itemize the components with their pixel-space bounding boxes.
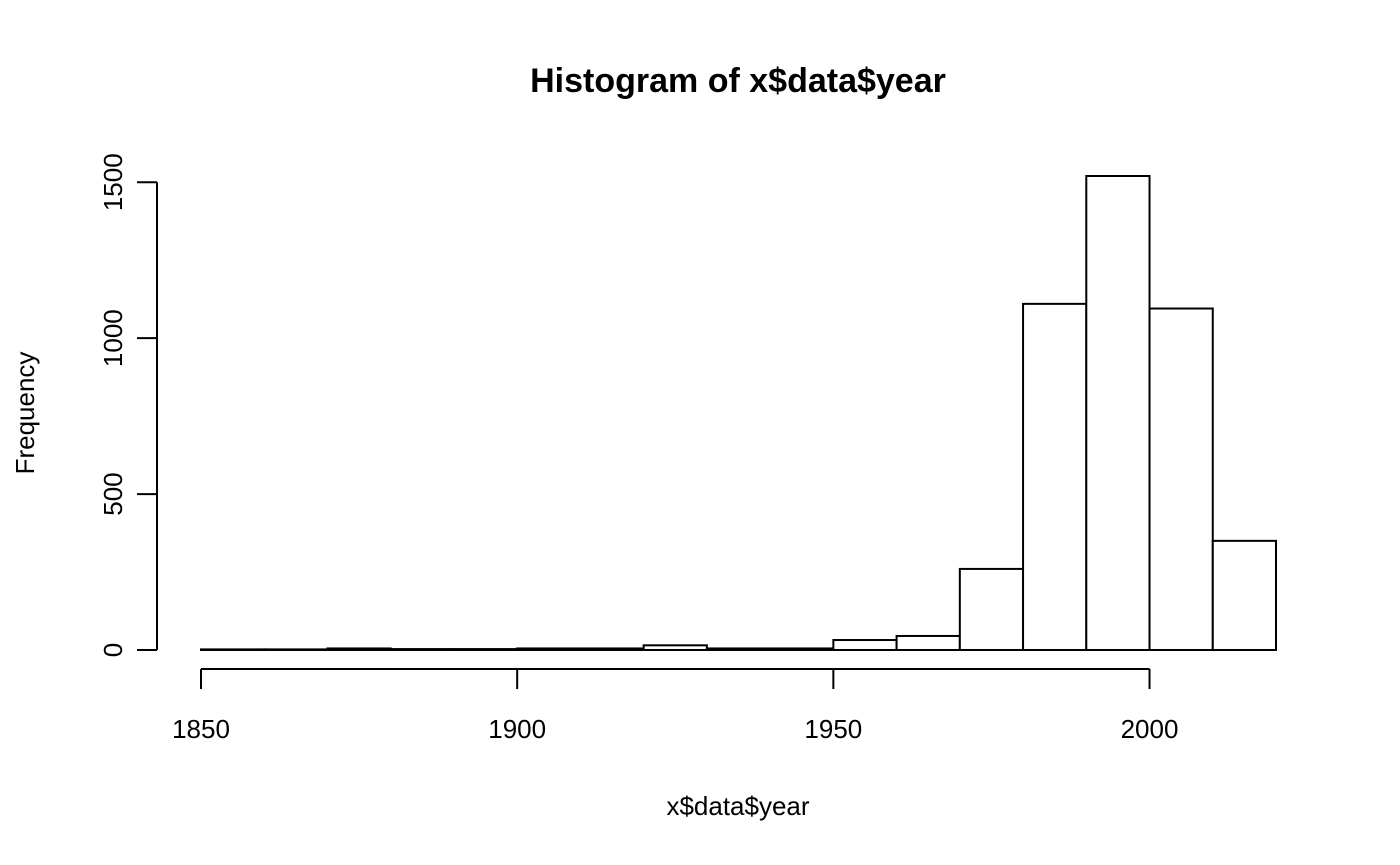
histogram-bar xyxy=(200,648,266,652)
histogram-bar xyxy=(1148,307,1214,651)
histogram-bar xyxy=(832,639,898,652)
histogram-bar xyxy=(705,647,772,652)
histogram-bar xyxy=(1085,175,1151,651)
y-tick-label: 0 xyxy=(98,643,128,657)
histogram-bar xyxy=(389,648,455,651)
x-axis-label: x$data$year xyxy=(666,791,809,821)
x-tick-label: 1850 xyxy=(172,714,230,744)
x-tick-label: 1950 xyxy=(804,714,862,744)
chart-title: Histogram of x$data$year xyxy=(530,62,946,100)
histogram-bar xyxy=(642,644,708,652)
histogram-bar xyxy=(1022,302,1088,651)
histogram-bar xyxy=(958,567,1025,652)
histogram-bar xyxy=(452,648,519,651)
y-axis-label: Frequency xyxy=(10,352,40,475)
histogram-bar xyxy=(263,648,329,652)
y-tick-label: 500 xyxy=(98,472,128,515)
histogram-bar xyxy=(326,647,392,652)
y-tick-label: 1500 xyxy=(98,153,128,211)
x-tick-label: 1900 xyxy=(488,714,546,744)
histogram-bar xyxy=(769,647,835,652)
histogram-bar xyxy=(579,647,645,652)
y-axis: 0 500 1000 1500 xyxy=(98,153,158,657)
histogram-bar xyxy=(516,647,582,652)
x-axis: 1850 1900 1950 2000 xyxy=(172,668,1179,744)
histogram-bar xyxy=(895,634,961,651)
x-tick-label: 2000 xyxy=(1121,714,1179,744)
histogram-bars xyxy=(200,175,1277,652)
y-tick-label: 1000 xyxy=(98,309,128,367)
histogram-bar xyxy=(1211,539,1277,652)
